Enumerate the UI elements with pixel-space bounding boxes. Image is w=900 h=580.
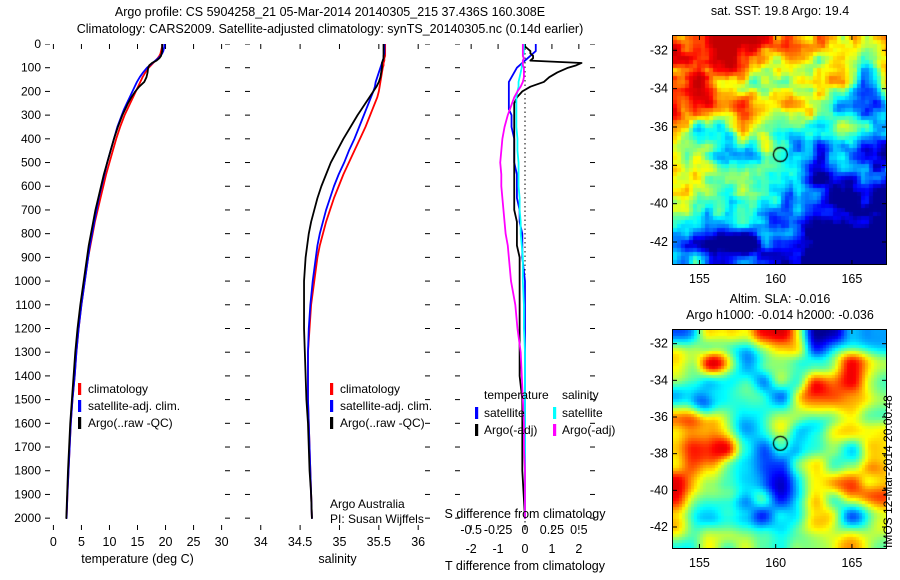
sst-map-title: sat. SST: 19.8 Argo: 19.4 xyxy=(660,4,900,18)
difference-t-axis-title: T difference from climatology xyxy=(445,559,606,573)
sla-lon-tick-160: 160 xyxy=(765,556,786,570)
difference-t-tick-3: 1 xyxy=(548,542,555,556)
sla-lat-tick--42: -42 xyxy=(650,520,668,534)
sst-lon-tick-155: 155 xyxy=(689,272,710,286)
salinity-profile-panel xyxy=(245,43,430,530)
temperature-axis-title: temperature (deg C) xyxy=(81,552,194,566)
sst-lat-tick--38: -38 xyxy=(650,158,668,172)
salinity-tick-35: 35 xyxy=(333,535,347,549)
sst-lat-tick--40: -40 xyxy=(650,197,668,211)
salinity-axis-title: salinity xyxy=(318,552,357,566)
sst-lon-tick-160: 160 xyxy=(765,272,786,286)
depth-tick-1900: 1900 xyxy=(14,487,41,501)
depth-tick-2000: 2000 xyxy=(14,511,41,525)
depth-tick-1600: 1600 xyxy=(14,416,41,430)
depth-tick-1300: 1300 xyxy=(14,345,41,359)
temp-tick-10: 10 xyxy=(103,535,117,549)
salinity-series-argo---raw--qc- xyxy=(303,43,385,520)
difference-t-tick-0: -2 xyxy=(466,542,477,556)
depth-tick-300: 300 xyxy=(21,108,41,122)
sla-title-line-2: Argo h1000: -0.014 h2000: -0.036 xyxy=(686,308,874,322)
depth-tick-1100: 1100 xyxy=(15,298,41,312)
depth-tick-1200: 1200 xyxy=(14,321,41,335)
salinity-plot-area xyxy=(245,43,430,530)
salinity-series-climatology xyxy=(307,43,387,520)
sla-map-image xyxy=(673,330,886,548)
depth-tick-500: 500 xyxy=(21,156,41,170)
depth-tick-800: 800 xyxy=(21,227,41,241)
depth-tick-1800: 1800 xyxy=(14,464,41,478)
sst-lat-tick--42: -42 xyxy=(650,235,668,249)
difference-plot-area xyxy=(455,43,595,530)
sla-map-title: Altim. SLA: -0.016 Argo h1000: -0.014 h2… xyxy=(660,291,900,323)
sst-lat-tick--36: -36 xyxy=(650,120,668,134)
sst-lat-tick--34: -34 xyxy=(650,82,668,96)
sla-lat-tick--40: -40 xyxy=(650,483,668,497)
temperature-series-argo---raw--qc- xyxy=(65,43,164,520)
temperature-profile-panel xyxy=(45,43,230,530)
sst-map-image xyxy=(673,36,886,264)
sla-title-line-1: Altim. SLA: -0.016 xyxy=(729,292,831,306)
sla-lat-tick--34: -34 xyxy=(650,373,668,387)
salinity-tick-34.5: 34.5 xyxy=(288,535,312,549)
sst-title-text: sat. SST: 19.8 Argo: 19.4 xyxy=(710,4,850,18)
depth-tick-700: 700 xyxy=(21,203,41,217)
depth-tick-900: 900 xyxy=(21,250,41,264)
temperature-plot-area xyxy=(45,43,230,530)
sla-map-panel xyxy=(672,329,887,549)
temp-tick-15: 15 xyxy=(131,535,145,549)
depth-tick-1400: 1400 xyxy=(14,369,41,383)
figure-title: Argo profile: CS 5904258_21 05-Mar-2014 … xyxy=(0,4,660,38)
difference-t-tick-1: -1 xyxy=(493,542,504,556)
temperature-series-satellite-adj--clim- xyxy=(65,43,166,520)
salinity-series-satellite-adj--clim- xyxy=(307,43,386,520)
temp-tick-0: 0 xyxy=(50,535,57,549)
salinity-tick-35.5: 35.5 xyxy=(367,535,391,549)
sla-lat-tick--38: -38 xyxy=(650,447,668,461)
sst-lat-tick--32: -32 xyxy=(650,43,668,57)
sla-lat-tick--36: -36 xyxy=(650,410,668,424)
temp-tick-30: 30 xyxy=(215,535,229,549)
temp-tick-20: 20 xyxy=(159,535,173,549)
difference-series-salinity-argo--adj- xyxy=(499,43,526,520)
depth-tick-1700: 1700 xyxy=(14,440,41,454)
depth-tick-1500: 1500 xyxy=(14,393,41,407)
title-line-2: Climatology: CARS2009. Satellite-adjuste… xyxy=(76,22,584,36)
sla-lon-tick-155: 155 xyxy=(689,556,710,570)
depth-tick-0: 0 xyxy=(34,37,41,51)
imos-timestamp-text: IMOS 12-Mar-2014 20:00:48 xyxy=(881,395,895,548)
salinity-tick-34: 34 xyxy=(254,535,268,549)
depth-tick-100: 100 xyxy=(21,61,41,75)
sla-lon-tick-165: 165 xyxy=(841,556,862,570)
salinity-tick-36: 36 xyxy=(411,535,425,549)
imos-timestamp: IMOS 12-Mar-2014 20:00:48 xyxy=(868,380,895,550)
depth-tick-600: 600 xyxy=(21,179,41,193)
difference-profile-panel xyxy=(455,43,595,530)
depth-tick-200: 200 xyxy=(21,84,41,98)
sst-map-panel xyxy=(672,35,887,265)
temp-tick-25: 25 xyxy=(187,535,201,549)
difference-t-tick-4: 2 xyxy=(575,542,582,556)
temperature-series-climatology xyxy=(65,43,164,520)
depth-tick-1000: 1000 xyxy=(14,274,41,288)
sla-lat-tick--32: -32 xyxy=(650,337,668,351)
title-line-1: Argo profile: CS 5904258_21 05-Mar-2014 … xyxy=(114,5,546,19)
depth-tick-400: 400 xyxy=(21,132,41,146)
difference-t-tick-2: 0 xyxy=(522,542,529,556)
temp-tick-5: 5 xyxy=(78,535,85,549)
sst-lon-tick-165: 165 xyxy=(841,272,862,286)
